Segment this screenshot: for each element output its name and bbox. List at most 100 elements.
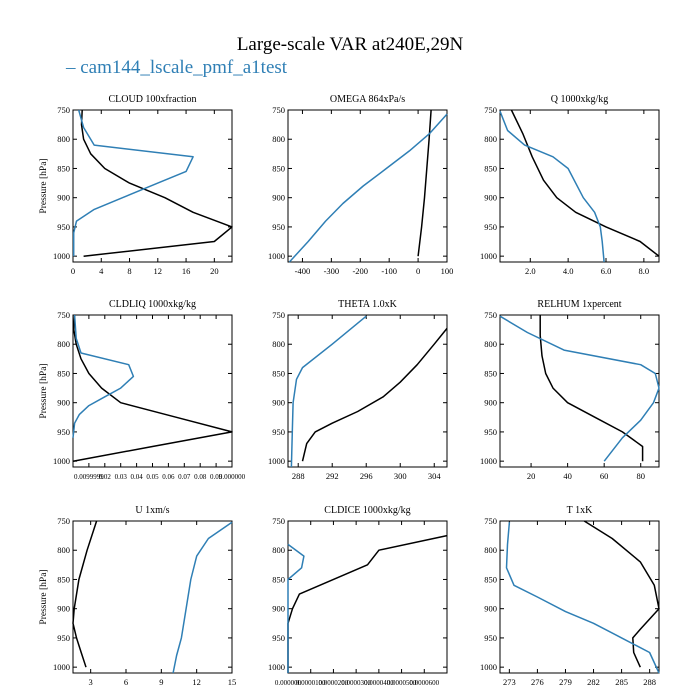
x-tick-label: 300 — [394, 471, 407, 481]
y-axis-label: Pressure [hPa] — [39, 363, 49, 418]
y-tick-label: 850 — [272, 574, 285, 584]
series-line-black — [539, 315, 644, 462]
y-tick-label: 950 — [272, 633, 285, 643]
x-tick-label: 40 — [563, 471, 572, 481]
x-tick-label: 20 — [210, 266, 219, 276]
x-tick-label: 0.000000 — [275, 679, 302, 687]
figure-title: Large-scale VAR at240E,29N — [236, 34, 464, 55]
panel-title: CLDICE 1000xkg/kg — [324, 505, 410, 516]
x-tick-label: -300 — [324, 266, 340, 276]
x-tick-label: 0.0000400 — [364, 679, 394, 687]
y-tick-label: 950 — [484, 427, 497, 437]
y-tick-label: 850 — [484, 368, 497, 378]
x-tick-label: 0.0000600 — [409, 679, 439, 687]
y-tick-label: 900 — [272, 193, 285, 203]
x-tick-label: 8.0 — [639, 266, 650, 276]
y-tick-label: 800 — [484, 339, 497, 349]
y-tick-label: 1000 — [268, 251, 285, 261]
x-tick-label: 0.000000 — [219, 473, 246, 481]
y-tick-label: 750 — [272, 516, 285, 526]
x-tick-label: 4.0 — [563, 266, 574, 276]
y-tick-label: 850 — [57, 163, 70, 173]
y-axis-label: Pressure [hPa] — [39, 569, 49, 624]
y-tick-label: 800 — [57, 545, 70, 555]
series-line-blue — [72, 314, 135, 438]
y-tick-label: 800 — [484, 545, 497, 555]
x-tick-label: 0.09 — [210, 473, 223, 481]
y-tick-label: 1000 — [480, 662, 497, 672]
y-tick-label: 900 — [57, 193, 70, 203]
x-tick-label: 3 — [89, 677, 93, 687]
x-tick-label: 296 — [360, 471, 373, 481]
y-tick-label: 1000 — [53, 662, 70, 672]
x-tick-label: 292 — [326, 471, 339, 481]
y-tick-label: 950 — [484, 633, 497, 643]
x-tick-label: 0.0000500 — [387, 679, 417, 687]
x-tick-label: 0.06 — [162, 473, 175, 481]
plot-frame — [72, 520, 233, 674]
panel-title: CLOUD 100xfraction — [108, 94, 196, 105]
panel-3: Q 1000xkg/kg 750 800 850 900 950 1000 2.0 4.0 6.0… — [480, 94, 660, 276]
y-tick-label: 900 — [484, 193, 497, 203]
x-tick-label: 288 — [292, 471, 305, 481]
y-tick-label: 750 — [272, 105, 285, 115]
y-tick-label: 1000 — [53, 456, 70, 466]
x-tick-label: -200 — [352, 266, 368, 276]
x-tick-label: 0.0000200 — [319, 679, 349, 687]
x-tick-label: -400 — [295, 266, 311, 276]
y-tick-label: 950 — [272, 222, 285, 232]
y-tick-label: 850 — [484, 163, 497, 173]
y-tick-label: 850 — [484, 574, 497, 584]
x-tick-label: 304 — [428, 471, 442, 481]
panel-8: CLDICE 1000xkg/kg 750 800 850 900 950 1000 0.00… — [268, 505, 448, 687]
y-tick-label: 800 — [272, 134, 285, 144]
panel-title: CLDLIQ 1000xkg/kg — [109, 299, 196, 310]
y-tick-label: 900 — [484, 604, 497, 614]
y-tick-label: 1000 — [268, 456, 285, 466]
x-tick-label: 8 — [127, 266, 131, 276]
x-tick-label: 60 — [600, 471, 609, 481]
x-tick-label: 100 — [441, 266, 454, 276]
x-tick-label: 80 — [636, 471, 645, 481]
x-tick-label: 2.0 — [525, 266, 536, 276]
x-tick-label: 12 — [192, 677, 201, 687]
series-line-blue — [290, 315, 367, 468]
x-tick-label: 0 — [71, 266, 75, 276]
y-tick-label: 850 — [272, 368, 285, 378]
y-tick-label: 1000 — [480, 456, 497, 466]
x-tick-label: 16 — [182, 266, 191, 276]
x-tick-label: 276 — [531, 677, 544, 687]
x-tick-label: 0 — [416, 266, 420, 276]
y-tick-label: 900 — [484, 398, 497, 408]
legend: – cam144_lscale_pmf_a1test — [66, 57, 287, 79]
plot-frame — [72, 109, 233, 263]
y-tick-label: 750 — [57, 105, 70, 115]
y-tick-label: 800 — [57, 134, 70, 144]
panel-title: OMEGA 864xPa/s — [330, 94, 405, 105]
y-tick-label: 950 — [57, 633, 70, 643]
y-tick-label: 800 — [57, 339, 70, 349]
series-line-black — [417, 109, 432, 257]
series-line-blue — [72, 109, 194, 257]
panel-7: U 1xm/s 750 800 850 900 950 1000 3 6 9 12 15 Pressur… — [39, 505, 236, 687]
series-line-blue — [505, 522, 660, 674]
x-tick-label: 285 — [615, 677, 628, 687]
y-tick-label: 750 — [484, 105, 497, 115]
y-tick-label: 1000 — [480, 251, 497, 261]
panel-4: CLDLIQ 1000xkg/kg 750 800 850 900 950 1000 0.00… — [39, 299, 246, 481]
y-tick-label: 800 — [272, 339, 285, 349]
y-tick-label: 900 — [272, 604, 285, 614]
x-tick-label: 282 — [587, 677, 600, 687]
panel-title: THETA 1.0xK — [338, 299, 397, 310]
y-tick-label: 750 — [484, 310, 497, 320]
x-tick-label: 0.03 — [115, 473, 128, 481]
y-tick-label: 950 — [272, 427, 285, 437]
x-tick-label: 288 — [643, 677, 656, 687]
y-tick-label: 900 — [57, 604, 70, 614]
y-tick-label: 950 — [57, 222, 70, 232]
y-tick-label: 850 — [57, 574, 70, 584]
x-tick-label: 0.0099999 — [74, 473, 104, 481]
panel-9: T 1xK 750 800 850 900 950 1000 273 276 279 282 285 2… — [480, 505, 660, 687]
